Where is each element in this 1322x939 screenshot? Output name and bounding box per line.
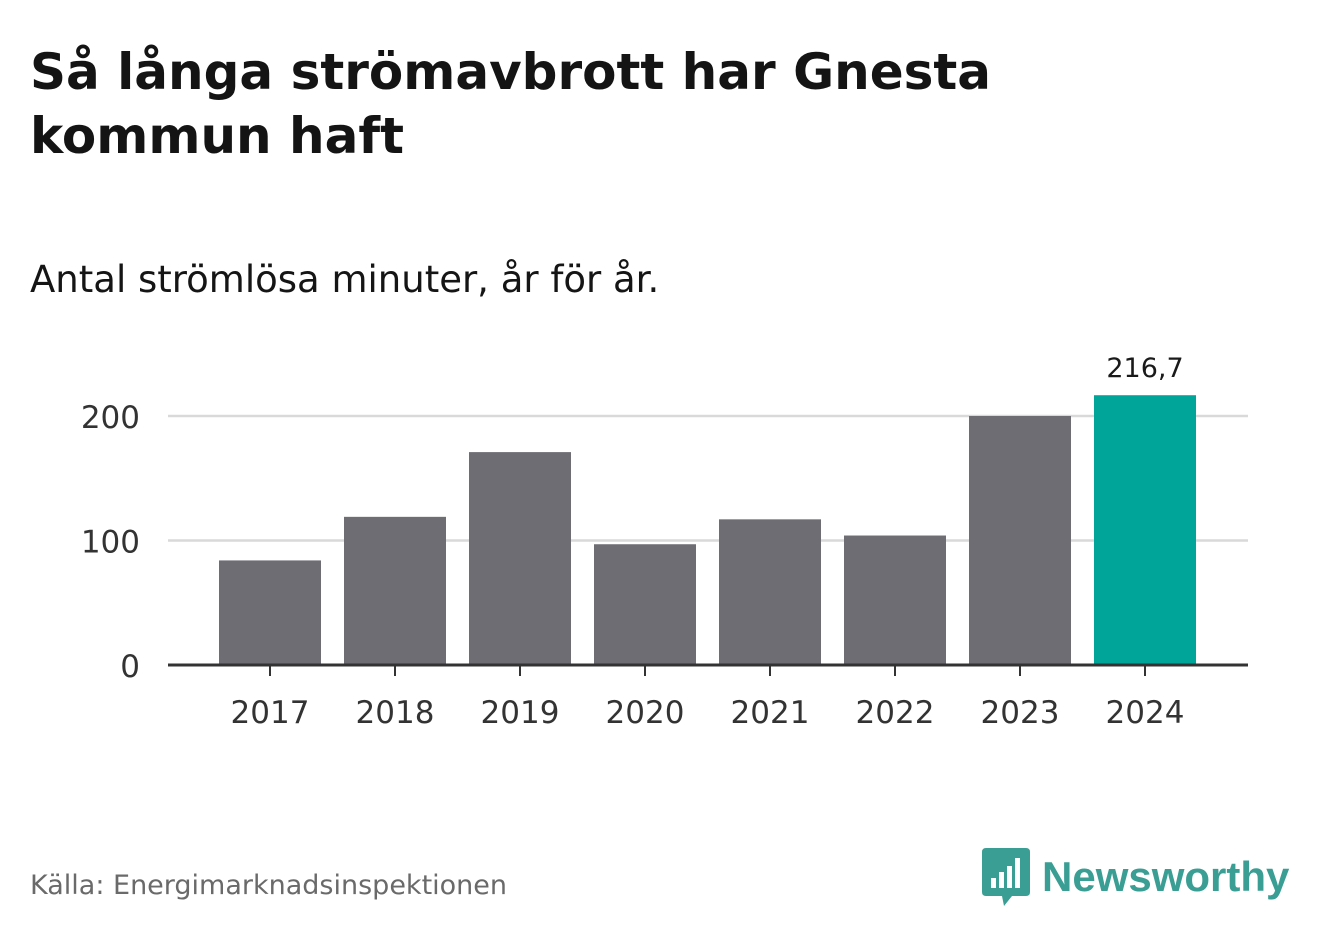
- y-tick-label: 100: [81, 525, 140, 561]
- y-tick-label: 200: [81, 400, 140, 436]
- bar-2018: [344, 516, 446, 665]
- x-tick-label: 2018: [356, 695, 435, 731]
- brand-logo: Newsworthy: [982, 848, 1289, 906]
- bar-2019: [469, 452, 571, 665]
- bar-2021: [719, 519, 821, 665]
- bar-2024: [1094, 395, 1196, 665]
- newsworthy-logo-icon: [982, 848, 1030, 906]
- chart-title: Så långa strömavbrott har Gnesta kommun …: [30, 43, 992, 165]
- x-tick-label: 2021: [731, 695, 810, 731]
- bar-2023: [969, 416, 1071, 665]
- x-tick-label: 2024: [1106, 695, 1185, 731]
- bar-chart: 0 100 200 2017 2018 2019 2020 2021 2022 2023 2024 2…: [81, 353, 1248, 731]
- bar-2022: [844, 535, 946, 665]
- x-tick-label: 2017: [231, 695, 310, 731]
- bar-2020: [594, 544, 696, 665]
- brand-name: Newsworthy: [1042, 853, 1290, 900]
- chart-subtitle: Antal strömlösa minuter, år för år.: [30, 258, 660, 301]
- x-tick-label: 2022: [856, 695, 935, 731]
- bar-2017: [219, 560, 321, 665]
- x-tick-label: 2023: [981, 695, 1060, 731]
- data-label-2024: 216,7: [1106, 353, 1183, 384]
- y-tick-label: 0: [120, 649, 140, 685]
- source-note: Källa: Energimarknadsinspektionen: [30, 870, 508, 901]
- x-tick-label: 2019: [481, 695, 560, 731]
- x-tick-label: 2020: [606, 695, 685, 731]
